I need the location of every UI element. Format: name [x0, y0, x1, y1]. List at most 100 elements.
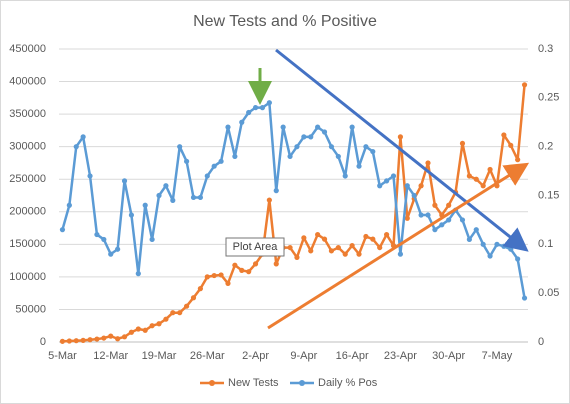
x-tick-label: 9-Apr: [290, 350, 317, 362]
data-point: [328, 248, 335, 254]
orange-trend-arrow: [267, 162, 530, 330]
data-point: [190, 295, 197, 301]
x-tick-label: 23-Apr: [384, 350, 417, 362]
data-point: [308, 248, 314, 254]
x-tick-label: 19-Mar: [142, 350, 177, 362]
data-point: [197, 194, 203, 201]
data-point: [232, 153, 238, 160]
data-point: [156, 321, 162, 327]
y-tick-label: 100000: [9, 271, 46, 283]
data-point: [356, 251, 362, 257]
x-tick-label: 12-Mar: [93, 350, 128, 362]
data-point: [170, 310, 176, 316]
data-point: [163, 316, 169, 322]
data-point: [384, 231, 390, 238]
data-point: [342, 173, 348, 179]
tooltip-text: Plot Area: [233, 241, 279, 253]
x-tick-label: 7-May: [482, 350, 513, 362]
data-point: [418, 183, 424, 189]
data-point: [404, 183, 410, 189]
data-point: [384, 178, 390, 184]
data-point: [370, 236, 376, 242]
data-point: [115, 246, 121, 252]
data-point: [252, 105, 259, 111]
data-point: [418, 212, 424, 218]
legend-label: New Tests: [228, 377, 279, 389]
data-point: [356, 163, 362, 169]
data-point: [521, 82, 528, 88]
y2-tick-label: 0.15: [538, 189, 559, 201]
data-point: [432, 202, 438, 208]
data-point: [232, 262, 238, 268]
data-point: [87, 337, 93, 343]
data-point: [80, 337, 86, 343]
data-point: [121, 334, 128, 340]
data-point: [287, 153, 293, 160]
y-tick-label: 400000: [9, 75, 46, 87]
data-point: [211, 163, 217, 169]
data-point: [59, 227, 66, 233]
y2-tick-label: 0.1: [538, 238, 553, 250]
data-point: [87, 173, 93, 179]
data-point: [239, 267, 245, 273]
data-point: [121, 178, 128, 184]
data-point: [487, 166, 493, 173]
x-tick-label: 16-Apr: [336, 350, 369, 362]
x-tick-label: 30-Apr: [432, 350, 465, 362]
data-point: [432, 227, 438, 233]
data-point: [294, 144, 300, 150]
data-point: [487, 253, 493, 259]
data-point: [301, 134, 307, 140]
data-point: [397, 251, 404, 257]
annotations: Plot Area: [225, 48, 530, 330]
tooltip-box: [225, 237, 285, 257]
data-point: [328, 144, 335, 150]
data-point: [521, 295, 528, 301]
data-point: [142, 202, 148, 208]
data-point: [315, 231, 321, 238]
data-point: [149, 236, 155, 243]
data-point: [66, 338, 72, 344]
data-point: [480, 183, 486, 189]
data-point: [108, 251, 114, 257]
data-point: [66, 202, 72, 208]
data-point: [321, 129, 328, 135]
data-point: [466, 173, 472, 179]
legend-label: Daily % Pos: [318, 377, 378, 389]
data-point: [363, 233, 369, 240]
data-point: [321, 236, 328, 242]
data-point: [404, 215, 410, 221]
data-point: [73, 144, 79, 150]
data-point: [266, 100, 272, 106]
blue-trend-arrow: [275, 48, 529, 252]
data-point: [73, 338, 79, 344]
x-tick-label: 5-Mar: [48, 350, 77, 362]
data-point: [128, 212, 135, 218]
data-point: [446, 217, 452, 223]
y-tick-label: 350000: [9, 108, 46, 120]
y-tick-label: 200000: [9, 206, 46, 218]
data-point: [473, 176, 479, 182]
data-point: [246, 109, 252, 116]
chart-title: New Tests and % Positive: [193, 13, 377, 30]
data-point: [439, 222, 445, 228]
data-point: [315, 124, 321, 130]
data-point: [411, 192, 417, 199]
data-point: [183, 158, 190, 164]
data-point: [170, 197, 176, 203]
data-point: [273, 261, 279, 267]
data-point: [308, 134, 314, 140]
y2-tick-label: 0.2: [538, 141, 553, 153]
data-point: [377, 183, 383, 189]
data-point: [301, 235, 307, 241]
data-point: [204, 173, 210, 179]
data-point: [177, 144, 183, 150]
data-point: [183, 303, 190, 309]
data-point: [363, 144, 369, 150]
data-point: [218, 158, 224, 164]
data-point: [425, 160, 431, 166]
data-point: [287, 244, 293, 251]
y-tick-label: 150000: [9, 238, 46, 250]
data-point: [515, 157, 521, 163]
